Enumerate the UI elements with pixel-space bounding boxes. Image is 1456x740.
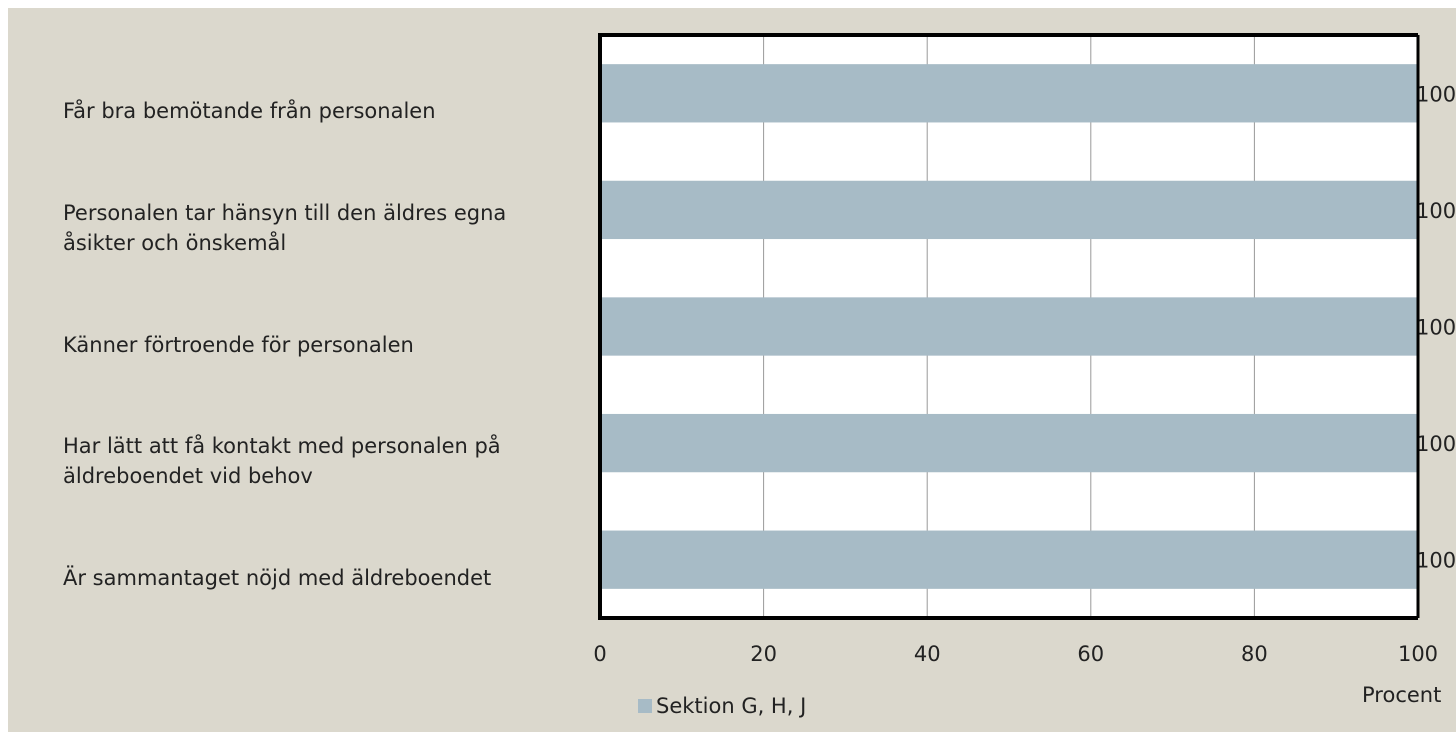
data-label: 100 [1416, 199, 1456, 223]
x-tick-label: 80 [1241, 642, 1268, 666]
data-label: 100 [1416, 82, 1456, 106]
data-label: 100 [1416, 316, 1456, 340]
bar [600, 530, 1418, 589]
y-tick-label: Personalen tar hänsyn till den äldres eg… [63, 200, 507, 255]
y-tick-label: Känner förtroende för personalen [63, 332, 414, 357]
data-label: 100 [1416, 432, 1456, 456]
x-tick-label: 60 [1077, 642, 1104, 666]
y-tick-label: Får bra bemötande från personalen [63, 99, 436, 124]
x-axis-label: Procent [1362, 683, 1441, 707]
x-tick-label: 20 [750, 642, 777, 666]
plot-frame [598, 33, 1418, 620]
x-tick-label: 40 [914, 642, 941, 666]
bar [600, 64, 1418, 123]
data-label: 100 [1416, 549, 1456, 573]
chart: Procent 0 20 40 60 80 100 100 100 100 100 100 Sekti… [593, 33, 1456, 718]
legend-swatch [638, 699, 652, 713]
bar [600, 413, 1418, 473]
legend-label: Sektion G, H, J [656, 694, 806, 718]
bar [600, 180, 1418, 240]
x-tick-label: 0 [593, 642, 606, 666]
chart-background: Procent 0 20 40 60 80 100 100 100 100 100 100 Sekti… [8, 8, 1456, 732]
bar [600, 297, 1418, 356]
y-tick-label: Är sammantaget nöjd med äldreboendet [63, 565, 492, 590]
y-tick-label: Har lätt att få kontakt med personalen p… [63, 434, 501, 489]
x-tick-label: 100 [1398, 642, 1438, 666]
